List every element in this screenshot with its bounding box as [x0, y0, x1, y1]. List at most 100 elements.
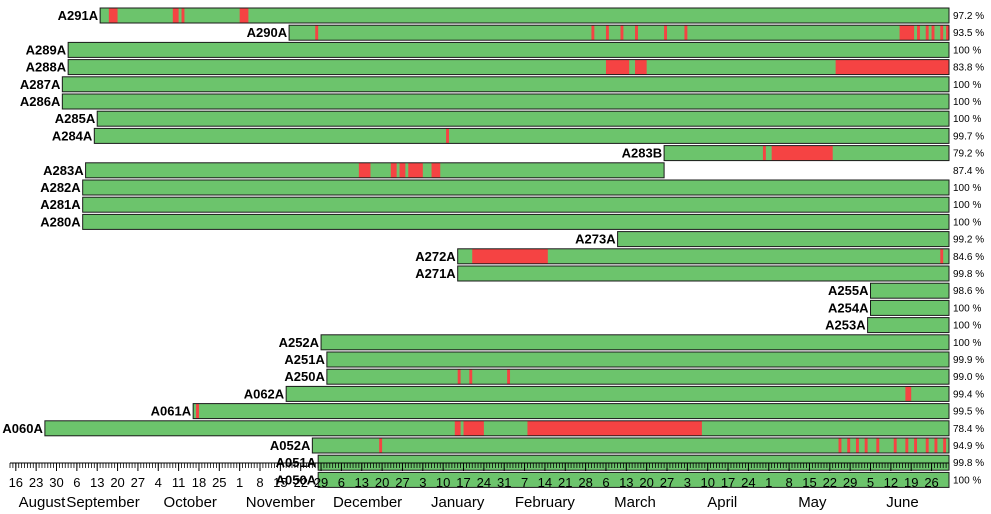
gap-segment	[925, 438, 929, 453]
station-bar	[326, 352, 949, 367]
availability-value: 78.4 %	[953, 424, 984, 435]
tick-label: 20	[375, 475, 389, 490]
station-bar-outline	[82, 213, 950, 230]
availability-value: 99.7 %	[953, 131, 984, 142]
station-bar	[870, 283, 949, 299]
station-label: A288A	[26, 60, 67, 75]
gap-segment	[457, 369, 461, 385]
tick-label: 15	[802, 475, 816, 490]
availability-value: 99.4 %	[953, 389, 984, 400]
tick-label: 30	[49, 475, 63, 490]
month-label: June	[886, 494, 919, 511]
tick-label: 7	[521, 475, 528, 490]
station-bar	[82, 214, 949, 230]
station-bar	[193, 403, 949, 419]
gap-segment	[620, 25, 624, 41]
gap-segment	[835, 59, 949, 75]
gap-segment	[917, 25, 920, 41]
station-bar-outline	[870, 299, 950, 316]
station-label: A280A	[40, 214, 81, 229]
station-bar	[326, 369, 949, 385]
availability-value: 99.5 %	[953, 407, 984, 418]
month-label: August	[19, 494, 67, 511]
station-label: A271A	[415, 266, 456, 281]
station-bar-outline	[870, 282, 950, 299]
station-bar-outline	[82, 196, 950, 213]
availability-value: 99.9 %	[953, 355, 984, 366]
availability-value: 100 %	[953, 114, 981, 125]
gap-segment	[446, 128, 449, 144]
station-label: A282A	[40, 180, 81, 195]
availability-value: 100 %	[953, 475, 981, 486]
station-bar-outline	[320, 334, 950, 351]
tick-label: 19	[904, 475, 918, 490]
station-bar-outline	[311, 437, 950, 454]
station-bar-outline	[192, 403, 950, 420]
tick-label: 6	[73, 475, 80, 490]
tick-label: 14	[538, 475, 552, 490]
tick-label: 18	[192, 475, 206, 490]
tick-label: 27	[660, 475, 674, 490]
tick-label: 4	[155, 475, 162, 490]
gap-segment	[905, 438, 909, 453]
station-bar-outline	[44, 420, 950, 437]
station-bar-outline	[67, 41, 950, 58]
availability-value: 100 %	[953, 45, 981, 56]
month-label: February	[515, 494, 576, 511]
tick-label: 20	[639, 475, 653, 490]
gap-segment	[463, 420, 484, 436]
gap-segment	[239, 8, 249, 23]
station-label: A062A	[244, 386, 285, 401]
tick-label: 24	[741, 475, 755, 490]
gap-segment	[855, 438, 859, 453]
tick-label: 13	[90, 475, 104, 490]
tick-label: 12	[884, 475, 898, 490]
gap-segment	[379, 438, 383, 453]
availability-value: 100 %	[953, 321, 981, 332]
station-bar-outline	[867, 317, 950, 334]
station-bar	[68, 42, 950, 58]
station-label: A281A	[40, 197, 81, 212]
tick-label: 29	[314, 475, 328, 490]
gap-segment	[605, 25, 609, 41]
station-bar	[62, 94, 949, 109]
gap-segment	[931, 25, 935, 41]
availability-value: 99.8 %	[953, 458, 984, 469]
station-bar	[100, 8, 950, 23]
station-label: A255A	[828, 283, 869, 298]
station-label: A283B	[622, 146, 662, 161]
station-label: A290A	[247, 25, 288, 40]
station-label: A250A	[284, 369, 325, 384]
availability-value: 100 %	[953, 97, 981, 108]
tick-label: 24	[477, 475, 491, 490]
station-bar-outline	[61, 93, 950, 110]
availability-value: 84.6 %	[953, 252, 984, 263]
tick-label: 1	[765, 475, 772, 490]
station-bar-outline	[67, 59, 950, 76]
tick-label: 10	[436, 475, 450, 490]
gap-segment	[431, 162, 441, 178]
gap-segment	[635, 59, 647, 75]
availability-value: 100 %	[953, 303, 981, 314]
station-bar-outline	[326, 368, 950, 385]
station-bar	[44, 420, 950, 436]
station-bar	[82, 197, 949, 213]
station-bar	[62, 76, 949, 92]
station-bar	[94, 128, 949, 144]
tick-label: 13	[619, 475, 633, 490]
station-label: A052A	[270, 438, 311, 453]
tick-label: 6	[602, 475, 609, 490]
availability-value: 100 %	[953, 183, 981, 194]
tick-label: 21	[558, 475, 572, 490]
availability-value: 100 %	[953, 338, 981, 349]
gap-segment	[914, 438, 918, 453]
gap-segment	[899, 25, 915, 41]
gap-segment	[838, 438, 842, 453]
tick-label: 1	[236, 475, 243, 490]
tick-label: 22	[293, 475, 307, 490]
availability-value: 99.2 %	[953, 235, 984, 246]
availability-value: 93.5 %	[953, 28, 984, 39]
tick-label: 31	[497, 475, 511, 490]
tick-label: 6	[338, 475, 345, 490]
station-bar	[457, 266, 949, 281]
